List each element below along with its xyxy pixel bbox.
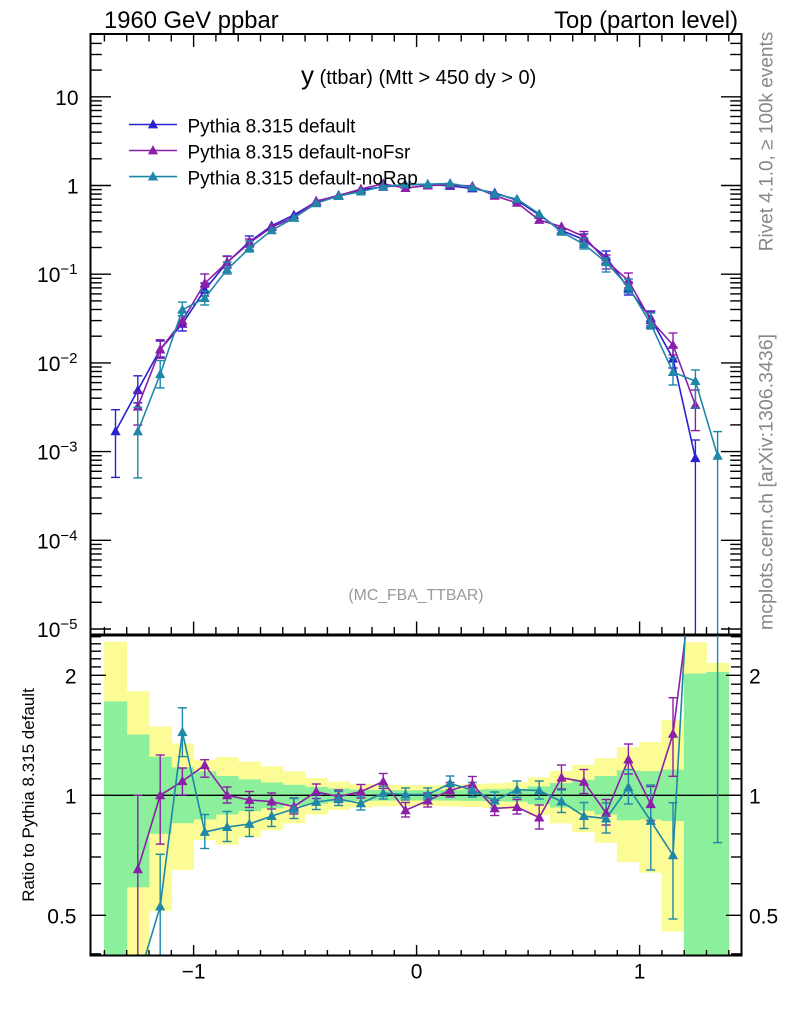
svg-text:2: 2 [65, 665, 77, 688]
svg-text:10: 10 [55, 87, 78, 110]
svg-text:1: 1 [749, 785, 761, 808]
svg-text:1960 GeV ppbar: 1960 GeV ppbar [104, 7, 279, 34]
svg-text:Top (parton level): Top (parton level) [554, 7, 738, 34]
svg-text:1: 1 [67, 176, 79, 199]
svg-text:Rivet 4.1.0, ≥ 100k events: Rivet 4.1.0, ≥ 100k events [757, 32, 778, 252]
svg-text:0: 0 [411, 961, 423, 984]
svg-text:2: 2 [749, 665, 761, 688]
svg-text:−1: −1 [182, 961, 206, 984]
svg-text:0.5: 0.5 [47, 905, 76, 928]
svg-text:Ratio to Pythia 8.315 default: Ratio to Pythia 8.315 default [19, 688, 38, 902]
svg-text:Pythia 8.315 default: Pythia 8.315 default [188, 117, 357, 138]
svg-text:1: 1 [65, 785, 77, 808]
svg-text:Pythia 8.315 default-noFsr: Pythia 8.315 default-noFsr [188, 143, 412, 164]
svg-text:mcplots.cern.ch [arXiv:1306.34: mcplots.cern.ch [arXiv:1306.3436] [756, 334, 778, 630]
svg-text:1: 1 [634, 961, 646, 984]
svg-text:(MC_FBA_TTBAR): (MC_FBA_TTBAR) [348, 587, 483, 604]
svg-text:Pythia 8.315 default-noRap: Pythia 8.315 default-noRap [188, 169, 418, 190]
svg-text:0.5: 0.5 [749, 905, 778, 928]
